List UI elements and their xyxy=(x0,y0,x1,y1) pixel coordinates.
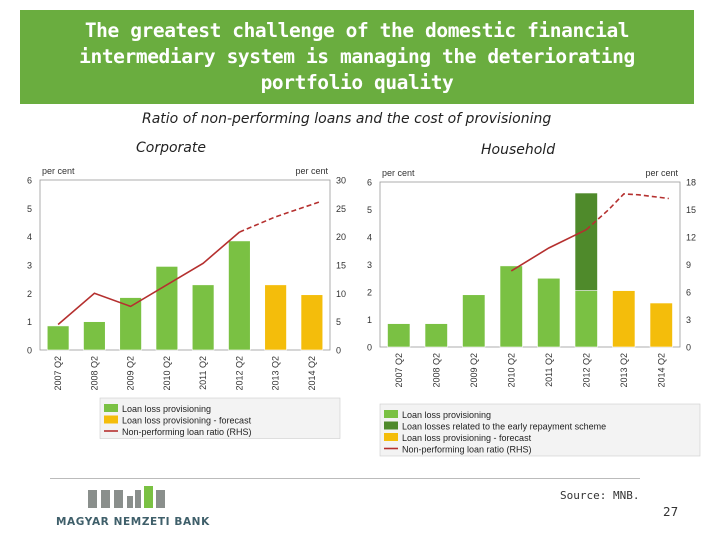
bar xyxy=(499,265,523,348)
left-tick-label: 2 xyxy=(367,288,372,298)
source-note: Source: MNB. xyxy=(560,489,640,502)
bar xyxy=(537,277,561,348)
plot-frame xyxy=(39,179,331,351)
right-tick-label: 9 xyxy=(686,260,691,270)
left-axis-label: per cent xyxy=(42,166,75,176)
bar xyxy=(300,294,324,351)
legend-label: Non-performing loan ratio (RHS) xyxy=(122,427,252,437)
bar xyxy=(612,290,636,348)
corporate-chart: 0 1 2 3 4 5 6 0 5 10 15 20 25 30 per cent per cent 2007 … xyxy=(27,166,346,439)
npl-line-forecast xyxy=(239,200,322,233)
legend-label: Loan loss provisioning - forecast xyxy=(402,433,532,443)
category-tick-label: 2012 Q2 xyxy=(581,353,591,388)
page-number: 27 xyxy=(663,505,679,519)
legend-swatch xyxy=(104,415,118,424)
left-tick-label: 2 xyxy=(27,289,32,299)
left-axis-label: per cent xyxy=(382,168,415,178)
footer-divider xyxy=(50,478,640,479)
category-tick-label: 2011 Q2 xyxy=(198,356,208,390)
legend-label: Loan loss provisioning xyxy=(402,410,491,420)
right-tick-label: 18 xyxy=(686,178,696,188)
npl-line-actual xyxy=(57,231,240,326)
left-tick-label: 4 xyxy=(27,232,32,242)
right-tick-label: 15 xyxy=(686,205,696,215)
category-tick-label: 2007 Q2 xyxy=(394,353,404,388)
bar xyxy=(119,297,142,351)
right-tick-label: 25 xyxy=(336,204,346,214)
right-tick-label: 0 xyxy=(336,346,341,356)
bar xyxy=(649,302,673,348)
bar xyxy=(83,321,106,351)
legend-label: Loan loss provisioning xyxy=(122,404,211,414)
npl-line-forecast xyxy=(585,193,669,231)
chart-subtitle: Ratio of non-performing loans and the co… xyxy=(142,111,552,127)
bar xyxy=(264,284,287,351)
left-tick-label: 1 xyxy=(367,315,372,325)
category-tick-label: 2010 Q2 xyxy=(506,353,516,388)
legend-swatch xyxy=(384,410,398,418)
legend-box xyxy=(99,397,341,439)
logo-text: MAGYAR NEMZETI BANK xyxy=(56,516,210,528)
npl-line-actual xyxy=(510,228,587,272)
right-tick-label: 20 xyxy=(336,232,346,242)
category-tick-label: 2008 Q2 xyxy=(431,353,441,388)
category-tick-label: 2007 Q2 xyxy=(53,356,63,391)
left-tick-label: 1 xyxy=(27,317,32,327)
slide-title: The greatest challenge of the domestic f… xyxy=(79,19,635,94)
right-tick-label: 3 xyxy=(686,315,691,325)
category-tick-label: 2012 Q2 xyxy=(234,356,244,391)
left-tick-label: 0 xyxy=(27,346,32,356)
category-tick-label: 2009 Q2 xyxy=(469,353,479,388)
legend-swatch xyxy=(384,421,398,430)
corporate-panel-label: Corporate xyxy=(136,140,206,156)
bar xyxy=(424,323,448,348)
right-tick-label: 15 xyxy=(336,261,346,271)
left-tick-label: 4 xyxy=(367,233,372,243)
left-tick-label: 3 xyxy=(367,260,372,270)
legend-box xyxy=(379,403,701,457)
left-tick-label: 3 xyxy=(27,261,32,271)
right-tick-label: 12 xyxy=(686,233,696,243)
left-tick-label: 6 xyxy=(27,176,32,186)
category-tick-label: 2013 Q2 xyxy=(271,356,281,391)
bar xyxy=(155,266,179,351)
category-tick-label: 2008 Q2 xyxy=(89,356,99,391)
legend-swatch xyxy=(104,404,118,412)
title-bar: The greatest challenge of the domestic f… xyxy=(20,10,694,104)
right-axis-label: per cent xyxy=(295,166,328,176)
category-tick-label: 2011 Q2 xyxy=(544,353,554,387)
household-panel-label: Household xyxy=(481,142,556,158)
right-tick-label: 6 xyxy=(686,288,691,298)
category-tick-label: 2014 Q2 xyxy=(307,356,317,391)
right-tick-label: 30 xyxy=(336,176,346,186)
right-tick-label: 10 xyxy=(336,289,346,299)
left-tick-label: 6 xyxy=(367,178,372,188)
right-tick-label: 5 xyxy=(336,317,341,327)
right-tick-label: 0 xyxy=(686,343,691,353)
legend-swatch xyxy=(384,433,398,441)
bar xyxy=(462,294,486,348)
category-tick-label: 2013 Q2 xyxy=(619,353,629,388)
left-tick-label: 5 xyxy=(27,204,32,214)
right-axis-label: per cent xyxy=(645,168,678,178)
bar xyxy=(228,240,251,351)
legend-label: Non-performing loan ratio (RHS) xyxy=(402,445,532,455)
category-tick-label: 2009 Q2 xyxy=(126,356,136,391)
bar xyxy=(191,284,215,351)
category-tick-label: 2010 Q2 xyxy=(162,356,172,391)
left-tick-label: 0 xyxy=(367,343,372,353)
category-tick-label: 2014 Q2 xyxy=(656,353,666,388)
plot-frame xyxy=(379,181,681,348)
mnb-logo-icon xyxy=(88,486,165,508)
legend-label: Loan losses related to the early repayme… xyxy=(402,422,606,432)
bar xyxy=(387,323,411,348)
legend-label: Loan loss provisioning - forecast xyxy=(122,416,252,426)
bar xyxy=(574,192,598,291)
bar xyxy=(46,325,70,351)
bar xyxy=(574,290,598,348)
left-tick-label: 5 xyxy=(367,205,372,215)
